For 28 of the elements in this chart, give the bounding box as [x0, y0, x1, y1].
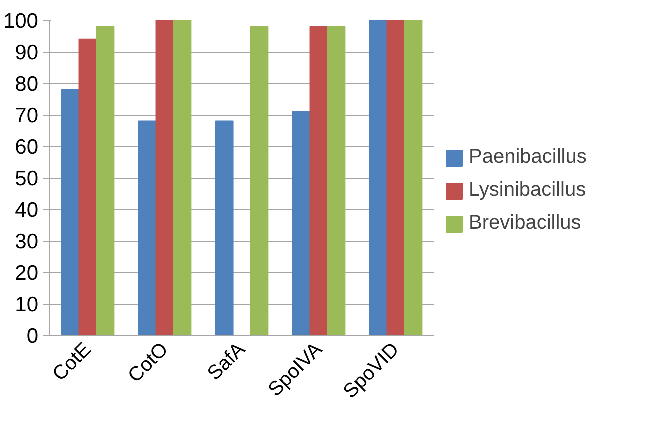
bar — [327, 26, 346, 336]
y-tick-label: 40 — [15, 199, 38, 222]
bar — [386, 20, 406, 336]
bar — [250, 26, 269, 336]
y-tick-label: 100 — [3, 10, 39, 33]
y-tick-label: 70 — [15, 104, 38, 128]
bar — [96, 26, 115, 336]
bar — [292, 111, 311, 336]
y-tick-label: 90 — [15, 42, 38, 64]
y-tick-label: 0 — [26, 325, 39, 348]
y-tick-label: 80 — [15, 73, 38, 96]
bar — [78, 38, 98, 336]
y-tick-label: 50 — [15, 168, 38, 190]
bar — [369, 20, 388, 336]
bar — [173, 20, 192, 336]
y-tick-label: 10 — [15, 294, 38, 316]
legend-label: Paenibacillus — [469, 146, 587, 169]
y-tick-label: 20 — [15, 262, 38, 285]
bar — [138, 120, 157, 336]
bar — [61, 89, 80, 336]
y-tick-label: 30 — [15, 230, 38, 254]
bar — [404, 20, 423, 336]
y-tick-label: 60 — [15, 136, 38, 159]
legend-label: Lysinibacillus — [469, 179, 586, 202]
bar — [310, 26, 328, 336]
legend-label: Brevibacillus — [469, 212, 582, 235]
bar — [156, 20, 174, 336]
bar — [215, 120, 234, 336]
